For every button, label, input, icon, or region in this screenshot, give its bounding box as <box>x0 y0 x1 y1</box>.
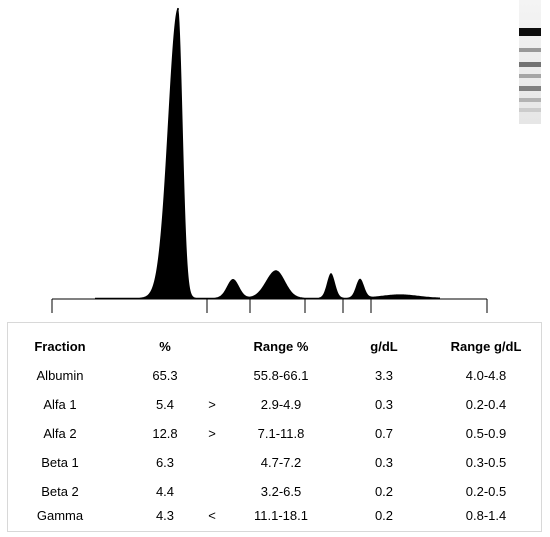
gel-band <box>519 108 541 112</box>
cell-range-percent: 2.9-4.9 <box>260 397 302 412</box>
cell-gdl: 0.7 <box>374 426 394 441</box>
cell-range-percent: 7.1-11.8 <box>257 426 305 441</box>
cell-gdl: 0.2 <box>374 508 394 523</box>
cell-range-gdl: 0.2-0.4 <box>465 397 507 412</box>
cell-range-gdl: 0.2-0.5 <box>465 484 507 499</box>
gel-band <box>519 98 541 102</box>
cell-gdl: 3.3 <box>374 368 394 383</box>
table-row: Alfa 2 12.8 > 7.1-11.8 0.7 0.5-0.9 <box>8 422 541 446</box>
table-row: Gamma 4.3 < 11.1-18.1 0.2 0.8-1.4 <box>8 504 541 528</box>
cell-flag <box>204 451 220 475</box>
peak-alfa-2 <box>275 270 277 273</box>
cell-fraction: Gamma <box>36 508 84 523</box>
cell-range-gdl: 4.0-4.8 <box>465 368 507 383</box>
cell-gdl: 0.3 <box>374 455 394 470</box>
peak-alfa-1 <box>232 279 234 282</box>
cell-flag: > <box>208 426 216 441</box>
header-percent: % <box>159 339 171 354</box>
cell-fraction: Alfa 1 <box>43 397 77 412</box>
cell-range-gdl: 0.8-1.4 <box>465 508 507 523</box>
cell-flag <box>204 480 220 504</box>
gel-strip-image <box>519 0 541 124</box>
peak-gamma <box>399 294 401 297</box>
cell-fraction: Beta 1 <box>41 455 79 470</box>
table-row: Alfa 1 5.4 > 2.9-4.9 0.3 0.2-0.4 <box>8 393 541 417</box>
cell-gdl: 0.2 <box>374 484 394 499</box>
peak-albumin <box>177 8 179 10</box>
cell-percent: 4.4 <box>155 484 175 499</box>
table-row: Albumin 65.3 55.8-66.1 3.3 4.0-4.8 <box>8 364 541 388</box>
gel-band <box>519 62 541 67</box>
table-row: Beta 1 6.3 4.7-7.2 0.3 0.3-0.5 <box>8 451 541 475</box>
table-row: Beta 2 4.4 3.2-6.5 0.2 0.2-0.5 <box>8 480 541 504</box>
cell-flag <box>204 364 220 388</box>
cell-percent: 12.8 <box>152 426 178 441</box>
densitogram-profile <box>95 7 440 300</box>
header-range-gdl: Range g/dL <box>450 339 522 354</box>
gel-band <box>519 28 541 36</box>
header-fraction: Fraction <box>34 339 86 354</box>
cell-fraction: Albumin <box>36 368 84 383</box>
gel-band <box>519 74 541 78</box>
gel-band <box>519 86 541 91</box>
cell-percent: 5.4 <box>155 397 175 412</box>
header-range-percent: Range % <box>253 339 309 354</box>
peak-beta-2 <box>359 279 361 282</box>
electrophoresis-chart <box>51 7 488 313</box>
densitogram-curve-layer <box>95 7 440 300</box>
cell-flag: < <box>208 508 216 523</box>
header-gdl: g/dL <box>370 339 398 354</box>
cell-range-percent: 4.7-7.2 <box>260 455 302 470</box>
densitogram-axis <box>51 298 488 313</box>
peak-beta-1 <box>330 273 332 276</box>
cell-range-percent: 55.8-66.1 <box>253 368 309 383</box>
cell-gdl: 0.3 <box>374 397 394 412</box>
cell-range-gdl: 0.5-0.9 <box>465 426 507 441</box>
fraction-table: Fraction % Range % g/dL Range g/dL Album… <box>7 322 542 532</box>
cell-range-gdl: 0.3-0.5 <box>465 455 507 470</box>
cell-fraction: Alfa 2 <box>43 426 77 441</box>
cell-percent: 6.3 <box>155 455 175 470</box>
cell-flag: > <box>208 397 216 412</box>
cell-percent: 65.3 <box>152 368 178 383</box>
cell-fraction: Beta 2 <box>41 484 79 499</box>
table-header-row: Fraction % Range % g/dL Range g/dL <box>8 335 541 359</box>
gel-band <box>519 48 541 52</box>
cell-range-percent: 3.2-6.5 <box>260 484 302 499</box>
cell-percent: 4.3 <box>155 508 175 523</box>
cell-range-percent: 11.1-18.1 <box>254 508 308 523</box>
